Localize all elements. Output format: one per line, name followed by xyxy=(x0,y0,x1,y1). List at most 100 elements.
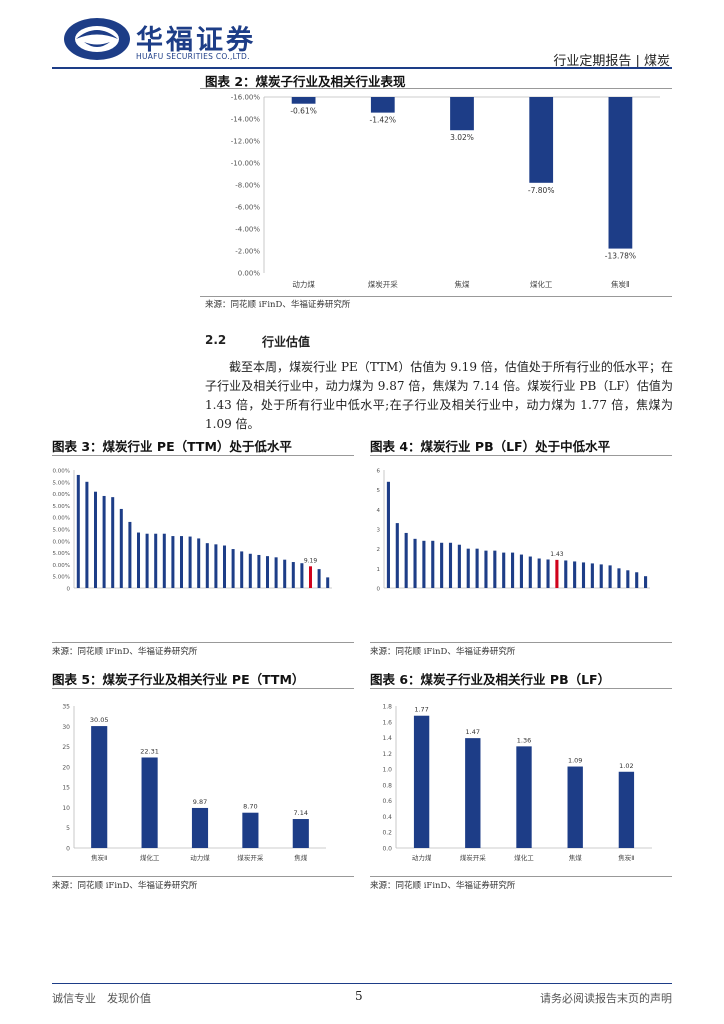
bar xyxy=(529,97,554,183)
bar xyxy=(291,97,316,104)
y-tick-label: 0 xyxy=(66,846,70,853)
y-tick-label: 1.2 xyxy=(382,751,392,758)
bar xyxy=(537,558,541,588)
bar xyxy=(493,550,497,588)
y-tick-label: 0.4 xyxy=(382,814,392,821)
bar xyxy=(546,559,550,588)
y-tick-label: 0.0 xyxy=(382,846,392,853)
bar xyxy=(440,542,444,588)
y-tick-label: 0 xyxy=(377,587,381,593)
y-tick-label: 1.6 xyxy=(382,719,392,726)
bar xyxy=(292,819,309,848)
y-tick-label: 30 xyxy=(62,724,70,731)
bar-value-label: 8.70 xyxy=(243,803,257,811)
fig2-title-rule xyxy=(200,88,672,89)
y-tick-label: 10.00% xyxy=(52,563,70,569)
bar xyxy=(274,557,278,588)
fig4-title: 图表 4：煤炭行业 PB（LF）处于中低水平 xyxy=(370,439,611,454)
bar xyxy=(608,97,633,249)
fig5-title: 图表 5：煤炭子行业及相关行业 PE（TTM） xyxy=(52,672,305,687)
y-tick-label: 40.00% xyxy=(52,492,70,498)
bar xyxy=(91,726,108,848)
bar-value-label: 1.77 xyxy=(414,706,428,714)
y-tick-label: 20 xyxy=(62,764,70,771)
bar-value-label: 30.05 xyxy=(90,716,109,724)
x-category-label: 煤炭开采 xyxy=(368,279,398,289)
logo-chinese-name: 华福证券 xyxy=(136,25,256,56)
y-tick-label: 5 xyxy=(66,825,70,832)
fig6-source: 来源：同花顺 iFinD、华福证券研究所 xyxy=(370,881,516,891)
section-paragraph: 截至本周，煤炭行业 PE（TTM）估值为 9.19 倍，估值处于所有行业的低水平… xyxy=(205,360,673,431)
x-category-label: 焦炭Ⅱ xyxy=(91,853,107,862)
fig5-title-rule xyxy=(52,688,354,689)
x-category-label: 动力煤 xyxy=(412,853,432,862)
bar xyxy=(386,481,390,588)
bar xyxy=(300,563,304,588)
y-tick-label: 5.00% xyxy=(53,575,70,581)
y-tick-label: 2 xyxy=(377,547,381,553)
bar xyxy=(179,536,184,588)
x-category-label: 煤化工 xyxy=(530,279,553,289)
bar xyxy=(422,540,426,588)
bar-value-label: -7.80% xyxy=(528,186,555,195)
fig2-chart: 0.00% -2.00% -4.00% -6.00% -8.00% -10.00% -12.… xyxy=(231,94,660,289)
y-tick-label: 6 xyxy=(377,469,381,475)
fig6-title-rule xyxy=(370,688,672,689)
y-tick-label: 0.8 xyxy=(382,782,392,789)
logo-emblem-icon xyxy=(64,18,130,60)
x-category-label: 焦炭Ⅱ xyxy=(611,279,630,289)
bar xyxy=(188,536,192,588)
fig5-source-rule xyxy=(52,876,354,877)
page-number: 5 xyxy=(355,989,363,1003)
bar xyxy=(635,572,639,588)
bar xyxy=(450,97,474,131)
fig6-chart: 0.0 0.2 0.4 0.6 0.8 1.0 1.2 1.4 1.6 1.8 1.77 动力煤 1.4… xyxy=(382,704,652,862)
bar xyxy=(590,563,594,588)
bar xyxy=(242,812,259,848)
y-tick-label: -2.00% xyxy=(235,248,260,256)
bar xyxy=(516,746,532,848)
y-tick-label: 10 xyxy=(62,805,70,812)
bar xyxy=(644,576,648,588)
y-tick-label: 1 xyxy=(377,567,381,573)
y-tick-label: -6.00% xyxy=(235,204,260,212)
bar xyxy=(326,577,330,588)
y-tick-label: 0.2 xyxy=(382,830,392,837)
y-tick-label: 35.00% xyxy=(52,504,70,510)
logo-english-name: HUAFU SECURITIES CO.,LTD. xyxy=(136,52,250,61)
bar xyxy=(448,542,453,588)
bar-value-label: -1.42% xyxy=(370,116,397,125)
y-tick-label: -4.00% xyxy=(235,226,260,234)
bar xyxy=(141,757,158,848)
highlight-value-label: 1.43 xyxy=(550,551,564,558)
fig2-title: 图表 2：煤炭子行业及相关行业表现 xyxy=(205,74,406,89)
y-tick-label: 20.00% xyxy=(52,539,70,545)
bar xyxy=(197,538,201,588)
bar xyxy=(308,566,313,588)
bar xyxy=(519,554,523,588)
y-tick-label: 1.8 xyxy=(382,704,392,711)
bar xyxy=(145,533,149,588)
sector-label: 煤炭 xyxy=(643,54,670,69)
bar xyxy=(257,554,261,588)
bar xyxy=(617,568,621,588)
section-number: 2.2 xyxy=(205,333,227,347)
report-type-label: 行业定期报告 xyxy=(553,54,632,69)
fig4-chart: 0 1 2 3 4 5 6 1.43 xyxy=(377,469,650,593)
section-title: 行业估值 xyxy=(262,335,311,349)
company-logo: 华福证券 HUAFU SECURITIES CO.,LTD. xyxy=(62,16,272,64)
x-category-label: 煤化工 xyxy=(514,853,534,862)
bar xyxy=(395,523,399,588)
y-tick-label: 15.00% xyxy=(52,551,70,557)
x-category-label: 煤化工 xyxy=(140,853,160,862)
bar xyxy=(283,559,287,588)
y-tick-label: 50.00% xyxy=(52,469,70,475)
bar xyxy=(370,97,395,113)
bar xyxy=(567,766,583,848)
y-tick-label: 1.4 xyxy=(382,735,392,742)
y-tick-label: 5 xyxy=(377,488,381,494)
x-category-label: 焦煤 xyxy=(294,853,308,862)
footer-disclaimer: 请务必阅读报告末页的声明 xyxy=(540,992,672,1005)
highlight-value-label: 9.19 xyxy=(304,557,318,564)
bar xyxy=(626,570,630,588)
